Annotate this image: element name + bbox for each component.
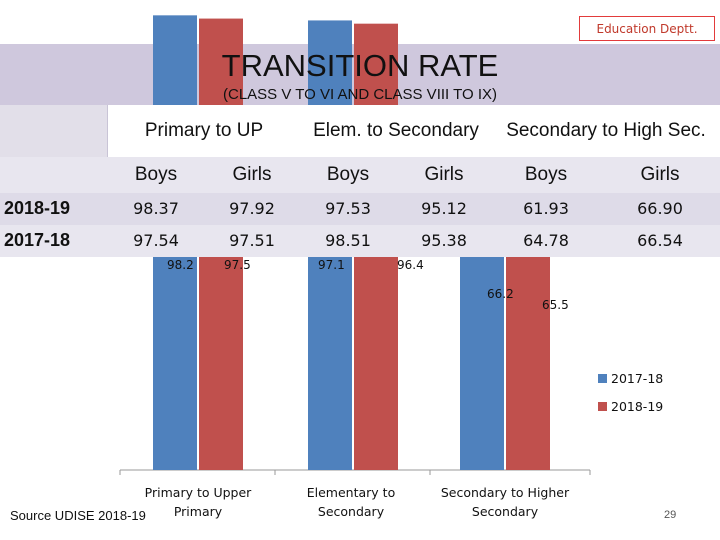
- data-label: 97.1: [318, 258, 345, 272]
- subheader-boys-1: Boys: [108, 157, 204, 193]
- category-label: Secondary: [318, 504, 385, 519]
- data-label: 66.2: [487, 287, 514, 301]
- table-cell: 98.37: [108, 193, 204, 225]
- category-label: Secondary: [472, 504, 539, 519]
- category-label: Secondary to Higher: [441, 485, 570, 500]
- legend-swatch-2018-19: [598, 402, 607, 411]
- table-cell: 95.38: [396, 225, 492, 257]
- table-cell: 98.51: [300, 225, 396, 257]
- data-label: 98.2: [167, 258, 194, 272]
- group-header-secondary-high: Secondary to High Sec.: [492, 105, 720, 157]
- table-cell: 97.53: [300, 193, 396, 225]
- table-cell: 97.92: [204, 193, 300, 225]
- table-cell: 66.90: [600, 193, 720, 225]
- subheader-corner: [0, 157, 108, 193]
- legend-swatch-2017-18: [598, 374, 607, 383]
- table-cell: 66.54: [600, 225, 720, 257]
- table-cell: 97.54: [108, 225, 204, 257]
- data-label: 65.5: [542, 298, 569, 312]
- table-row-year: 2018-19: [0, 193, 108, 225]
- group-header-primary-up: Primary to UP: [108, 105, 300, 157]
- source-note: Source UDISE 2018-19: [10, 508, 146, 523]
- table-corner: [0, 105, 108, 157]
- slide-title: TRANSITION RATE: [221, 48, 499, 83]
- table-cell: 64.78: [492, 225, 600, 257]
- legend-label: 2017-18: [611, 371, 663, 386]
- page-number: 29: [664, 509, 677, 521]
- subheader-girls-1: Girls: [204, 157, 300, 193]
- category-label: Elementary to: [307, 485, 395, 500]
- slide-subtitle: (CLASS V TO VI AND CLASS VIII TO IX): [223, 86, 497, 103]
- table-cell: 95.12: [396, 193, 492, 225]
- group-header-elem-secondary: Elem. to Secondary: [300, 105, 492, 157]
- category-label: Primary: [174, 504, 223, 519]
- subheader-boys-3: Boys: [492, 157, 600, 193]
- category-label: Primary to Upper: [145, 485, 253, 500]
- subheader-boys-2: Boys: [300, 157, 396, 193]
- data-label: 97.5: [224, 258, 251, 272]
- table-cell: 97.51: [204, 225, 300, 257]
- data-label: 96.4: [397, 258, 424, 272]
- legend-label: 2018-19: [611, 399, 663, 414]
- subheader-girls-3: Girls: [600, 157, 720, 193]
- department-badge: Education Deptt.: [579, 16, 715, 41]
- table-row-year: 2017-18: [0, 225, 108, 257]
- transition-rate-table: Primary to UP Elem. to Secondary Seconda…: [0, 105, 720, 257]
- subheader-girls-2: Girls: [396, 157, 492, 193]
- table-cell: 61.93: [492, 193, 600, 225]
